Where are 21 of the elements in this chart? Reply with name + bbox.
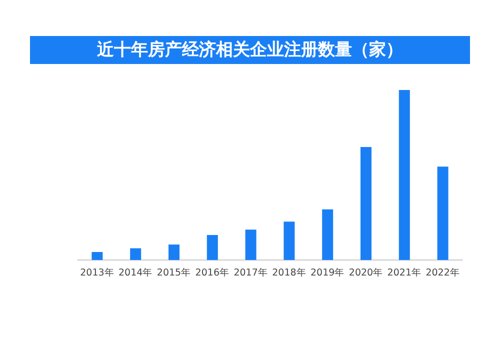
x-tick-label: 2022年: [426, 266, 460, 278]
x-tick-label: 2020年: [348, 266, 384, 278]
x-tick-label: 2015年: [156, 266, 192, 278]
bar: [437, 166, 448, 260]
x-tick-label: 2021年: [387, 266, 422, 278]
bar: [284, 222, 295, 260]
chart-title: 近十年房产经济相关企业注册数量（家）: [30, 36, 470, 64]
x-tick-label: 2016年: [195, 266, 230, 278]
bar: [398, 90, 410, 260]
bar: [245, 230, 256, 260]
x-tick-label: 2013年: [80, 266, 114, 278]
bar: [322, 209, 334, 260]
bar: [92, 252, 103, 260]
x-tick-label: 2014年: [118, 266, 153, 278]
bar: [360, 146, 372, 260]
bar: [168, 244, 180, 260]
x-tick-label: 2019年: [310, 266, 345, 278]
x-tick-label: 2018年: [272, 266, 306, 278]
x-tick-label: 2017年: [234, 266, 268, 278]
bar: [130, 248, 142, 260]
bar: [206, 235, 218, 260]
